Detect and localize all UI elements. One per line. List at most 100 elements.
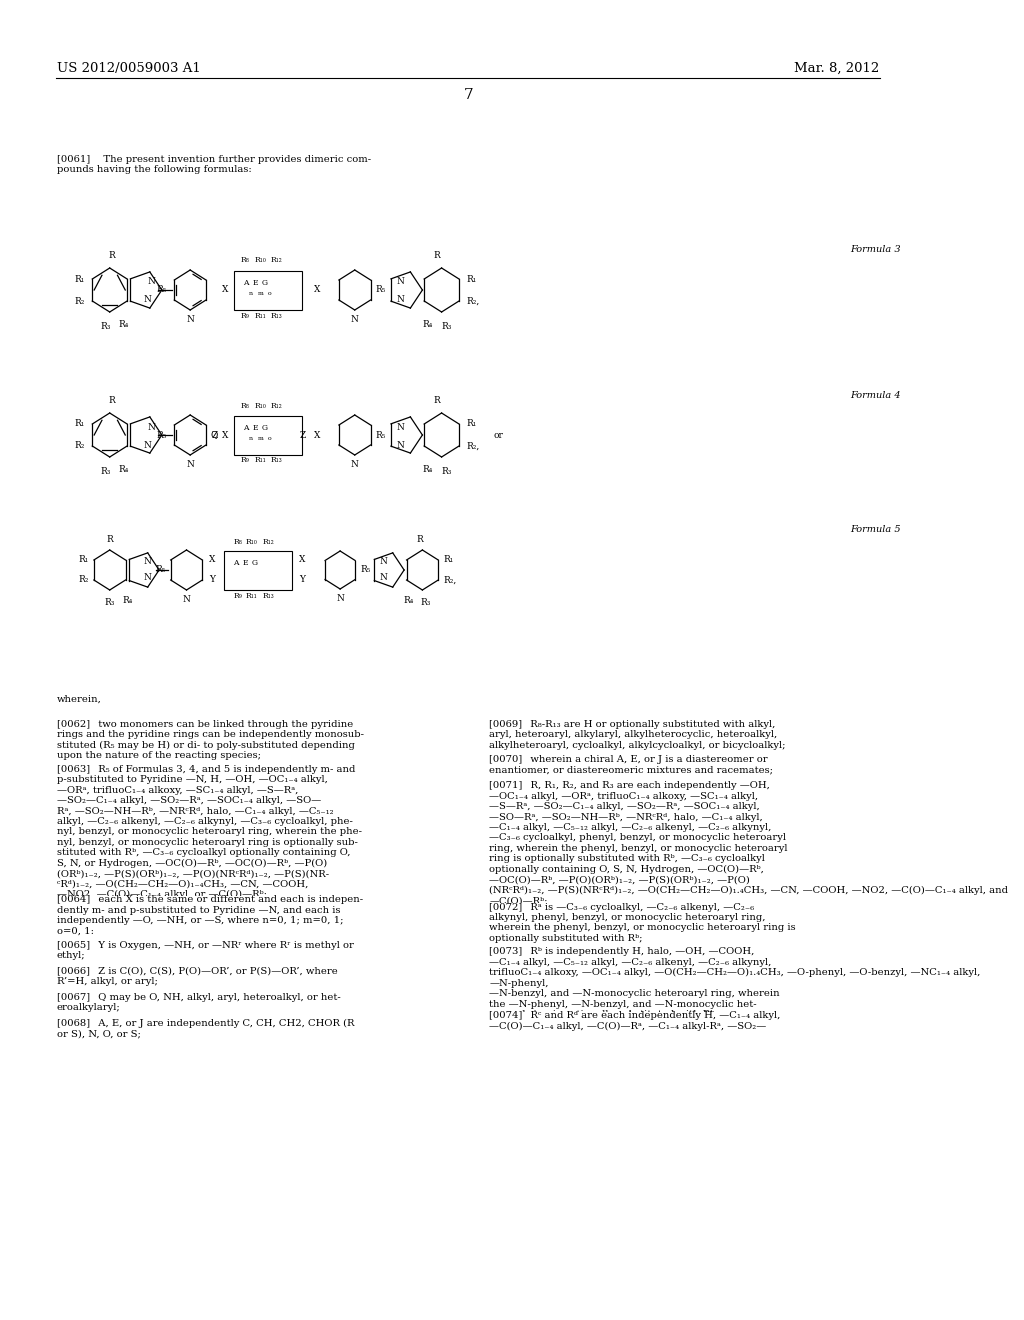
Text: N: N: [186, 315, 195, 323]
Text: X: X: [313, 285, 319, 294]
Text: R₁: R₁: [466, 420, 476, 429]
Text: E: E: [252, 279, 258, 286]
Text: o: o: [268, 290, 271, 296]
Text: [0070]  wherein a chiral A, E, or J is a diastereomer or
enantiomer, or diastere: [0070] wherein a chiral A, E, or J is a …: [489, 755, 773, 775]
Text: [0072]  Rᵃ is —C₃₋₆ cycloalkyl, —C₂₋₆ alkenyl, —C₂₋₆
alkynyl, phenyl, benzyl, or: [0072] Rᵃ is —C₃₋₆ cycloalkyl, —C₂₋₆ alk…: [489, 903, 796, 942]
Text: R₅: R₅: [376, 285, 386, 294]
Text: Formula 4: Formula 4: [850, 391, 901, 400]
Text: wherein,: wherein,: [56, 696, 101, 704]
Text: N: N: [143, 441, 152, 450]
Text: R₁₃: R₁₃: [262, 591, 274, 599]
Text: [0073]  Rᵇ is independently H, halo, —OH, —COOH,
—C₁₋₄ alkyl, —C₅₋₁₂ alkyl, —C₂₋: [0073] Rᵇ is independently H, halo, —OH,…: [489, 948, 981, 1019]
Text: [0068]  A, E, or J are independently C, CH, CH2, CHOR (R
or S), N, O, or S;: [0068] A, E, or J are independently C, C…: [56, 1019, 354, 1038]
Text: R₁₂: R₁₂: [262, 539, 274, 546]
Text: N: N: [396, 277, 404, 286]
Text: X: X: [222, 285, 228, 294]
Text: R₁: R₁: [75, 420, 85, 429]
Text: N: N: [396, 296, 404, 305]
Text: R₁₀: R₁₀: [254, 256, 266, 264]
Text: [0064]  each X is the same or different and each is indepen-
dently m- and p-sub: [0064] each X is the same or different a…: [56, 895, 362, 936]
Text: R₅: R₅: [360, 565, 371, 574]
Text: R₄: R₄: [123, 597, 133, 605]
Text: [0069]  R₈-R₁₃ are H or optionally substituted with alkyl,
aryl, heteroaryl, alk: [0069] R₈-R₁₃ are H or optionally substi…: [489, 719, 785, 750]
Text: R₃: R₃: [441, 322, 452, 331]
Text: R: R: [106, 535, 113, 544]
Text: R₁₁: R₁₁: [254, 312, 266, 319]
Text: R₅: R₅: [157, 285, 167, 294]
Text: R₂: R₂: [75, 441, 85, 450]
Text: G: G: [261, 424, 267, 432]
Text: R: R: [109, 251, 115, 260]
Text: Formula 3: Formula 3: [850, 246, 901, 255]
Text: N: N: [182, 595, 190, 605]
Text: N: N: [186, 459, 195, 469]
Text: m: m: [258, 436, 263, 441]
Text: N: N: [396, 441, 404, 450]
Text: [0066]  Z is C(O), C(S), P(O)—OR’, or P(S)—OR’, where
R’=H, alkyl, or aryl;: [0066] Z is C(O), C(S), P(O)—OR’, or P(S…: [56, 966, 338, 986]
Text: N: N: [351, 315, 358, 323]
Text: N: N: [143, 557, 152, 566]
Text: N: N: [147, 422, 156, 432]
Text: G: G: [261, 279, 267, 286]
Text: R₁₀: R₁₀: [246, 539, 258, 546]
Text: N: N: [143, 296, 152, 305]
Text: R₃: R₃: [104, 598, 115, 607]
Text: R₂,: R₂,: [466, 441, 479, 450]
Text: R₃: R₃: [100, 322, 111, 331]
Text: R₄: R₄: [118, 465, 129, 474]
Text: R₅: R₅: [376, 430, 386, 440]
Text: R₃: R₃: [420, 598, 430, 607]
Text: R₉: R₉: [241, 312, 249, 319]
Text: Z: Z: [211, 430, 217, 440]
Text: X: X: [313, 430, 319, 440]
Text: E: E: [252, 424, 258, 432]
Text: R: R: [433, 251, 440, 260]
Text: X: X: [299, 556, 305, 565]
Text: R₉: R₉: [241, 457, 249, 465]
Text: o: o: [268, 436, 271, 441]
Text: 7: 7: [463, 88, 473, 102]
Text: N: N: [379, 573, 387, 582]
Text: R₉: R₉: [233, 591, 242, 599]
Text: N: N: [143, 573, 152, 582]
Text: N: N: [147, 277, 156, 286]
Text: R₃: R₃: [441, 467, 452, 477]
Text: n: n: [249, 290, 253, 296]
Text: [0062]  two monomers can be linked through the pyridine
rings and the pyridine r: [0062] two monomers can be linked throug…: [56, 719, 364, 760]
Text: Y: Y: [299, 576, 305, 585]
Text: [0074]  Rᶜ and Rᵈ are each independently H, —C₁₋₄ alkyl,
—C(O)—C₁₋₄ alkyl, —C(O): [0074] Rᶜ and Rᵈ are each independently …: [489, 1011, 780, 1031]
Text: R: R: [417, 535, 423, 544]
Text: R₂: R₂: [75, 297, 85, 305]
Text: Z: Z: [300, 430, 306, 440]
Text: R₁₂: R₁₂: [270, 256, 283, 264]
Text: Mar. 8, 2012: Mar. 8, 2012: [795, 62, 880, 75]
Text: R₂,: R₂,: [443, 576, 457, 585]
Text: R₈: R₈: [233, 539, 242, 546]
Text: [0063]  R₅ of Formulas 3, 4, and 5 is independently m- and
p-substituted to Pyri: [0063] R₅ of Formulas 3, 4, and 5 is ind…: [56, 766, 361, 899]
Text: N: N: [379, 557, 387, 566]
Text: or: or: [494, 430, 504, 440]
Text: [0065]  Y is Oxygen, —NH, or —NRʳ where Rʳ is methyl or
ethyl;: [0065] Y is Oxygen, —NH, or —NRʳ where R…: [56, 940, 353, 960]
Text: R: R: [433, 396, 440, 405]
Text: Formula 5: Formula 5: [850, 525, 901, 535]
Text: X: X: [222, 430, 228, 440]
Text: R₁₃: R₁₃: [270, 312, 283, 319]
Text: N: N: [336, 594, 344, 603]
Text: R₈: R₈: [241, 256, 249, 264]
Text: A: A: [233, 558, 239, 568]
Text: Y: Y: [209, 576, 215, 585]
Text: R₁₀: R₁₀: [254, 401, 266, 409]
Text: [0071]  R, R₁, R₂, and R₃ are each independently —OH,
—OC₁₋₄ alkyl, —ORᵃ, triflu: [0071] R, R₁, R₂, and R₃ are each indepe…: [489, 781, 1009, 906]
Text: A: A: [243, 424, 249, 432]
Text: R₁₁: R₁₁: [246, 591, 258, 599]
Text: m: m: [258, 290, 263, 296]
Text: Q: Q: [210, 430, 217, 440]
Text: R₄: R₄: [423, 465, 433, 474]
Text: n: n: [249, 436, 253, 441]
Text: R₃: R₃: [100, 467, 111, 477]
Text: X: X: [209, 556, 215, 565]
Text: R₁: R₁: [466, 275, 476, 284]
Text: [0061]  The present invention further provides dimeric com-
pounds having the fo: [0061] The present invention further pro…: [56, 154, 371, 174]
Text: N: N: [396, 422, 404, 432]
Text: R₅: R₅: [155, 565, 166, 574]
